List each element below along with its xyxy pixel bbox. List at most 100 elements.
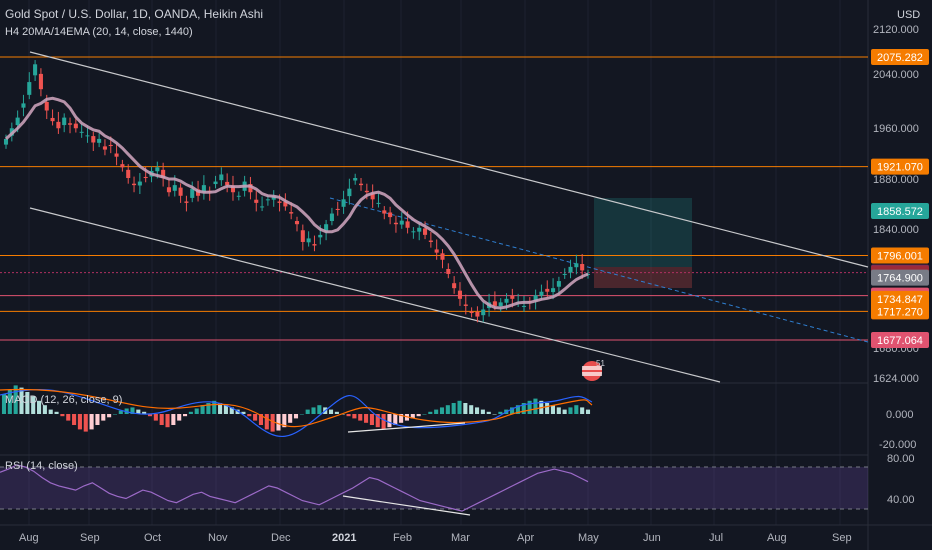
symbol-title[interactable]: Gold Spot / U.S. Dollar, 1D, OANDA, Heik…	[5, 7, 263, 21]
macd-bar	[510, 407, 515, 414]
macd-tick-0: 0.000	[886, 409, 914, 421]
candle-body	[475, 311, 480, 317]
candle-body	[230, 185, 236, 193]
macd-bar	[42, 405, 47, 414]
macd-bar	[463, 403, 468, 414]
macd-bar	[498, 411, 503, 414]
channel-lower-trendline[interactable]	[29, 207, 721, 383]
candle-body	[300, 230, 305, 242]
macd-bar	[352, 414, 357, 419]
long-position-loss-zone[interactable]	[594, 267, 692, 288]
candle-body	[417, 227, 422, 232]
candle-body	[434, 249, 439, 253]
candle-body	[551, 288, 556, 293]
candle-body	[236, 195, 241, 197]
time-tick: Sep	[80, 532, 100, 544]
candle-body	[102, 146, 107, 150]
time-axis[interactable]: Aug Sep Oct Nov Dec 2021 Feb Mar Apr May…	[19, 532, 852, 544]
macd-bar	[574, 405, 579, 414]
macd-bar	[83, 414, 88, 432]
candle-body	[33, 64, 38, 76]
price-tick-1624: 1624.000	[873, 373, 919, 385]
macd-bar	[118, 410, 123, 414]
candle-body	[306, 238, 311, 243]
macd-divergence-line[interactable]	[347, 422, 466, 433]
macd-bar	[480, 409, 485, 414]
candle-body	[15, 117, 20, 126]
macd-bar	[101, 414, 106, 421]
macd-bar	[568, 407, 573, 414]
macd-bar	[282, 414, 287, 428]
long-position-profit-zone[interactable]	[594, 198, 692, 267]
rsi-line	[0, 464, 589, 512]
price-tick-2040: 2040.000	[873, 69, 919, 81]
horizontal-levels[interactable]	[0, 56, 868, 341]
price-label: 1796.001	[877, 250, 923, 262]
macd-tick-neg20: -20.000	[879, 439, 916, 451]
price-label: 1734.847	[877, 294, 923, 306]
indicator-title[interactable]: H4 20MA/14EMA (20, 14, close, 1440)	[5, 26, 193, 38]
price-label: 1764.900	[877, 273, 923, 285]
time-tick: Mar	[451, 532, 470, 544]
time-tick: 2021	[332, 532, 356, 544]
macd-bar	[1, 394, 7, 414]
rsi-title[interactable]: RSI (14, close)	[5, 460, 78, 472]
channel-upper-trendline[interactable]	[29, 51, 869, 268]
macd-bar	[77, 414, 82, 430]
price-label: 1921.070	[877, 162, 923, 174]
candle-body	[399, 220, 404, 225]
time-tick: Oct	[144, 532, 161, 544]
macd-bar	[206, 403, 211, 414]
candle-body	[190, 188, 195, 198]
macd-bar	[550, 405, 556, 414]
candle-body	[91, 136, 96, 143]
time-tick: Feb	[393, 532, 412, 544]
macd-bar	[212, 400, 217, 414]
candle-body	[137, 181, 142, 186]
macd-bar	[416, 414, 421, 417]
price-label-box	[871, 158, 929, 175]
candle-body	[521, 305, 527, 307]
candle-body	[405, 221, 410, 228]
macd-bar	[247, 414, 252, 417]
candle-body	[56, 121, 61, 129]
time-tick: Apr	[517, 532, 534, 544]
candle-body	[452, 283, 457, 289]
candle-body	[155, 167, 160, 172]
macd-bar	[223, 405, 228, 414]
candle-body	[504, 298, 509, 303]
events-badge[interactable]: 51	[582, 359, 605, 381]
candle-body	[166, 187, 171, 193]
candle-body	[539, 291, 544, 296]
price-label: 1858.572	[877, 206, 923, 218]
candle-body	[574, 263, 579, 268]
candle-body	[3, 138, 9, 145]
rsi-divergence-line[interactable]	[342, 495, 471, 516]
macd-bar	[585, 409, 591, 414]
macd-bar	[218, 403, 223, 414]
candle-body	[62, 117, 67, 126]
candle-body	[428, 240, 433, 242]
candle-body	[446, 268, 451, 274]
candle-body	[126, 169, 131, 179]
candle-body	[318, 234, 323, 238]
candle-body	[580, 264, 585, 271]
macd-bar	[253, 414, 258, 421]
candle-body	[27, 82, 32, 95]
candle-body	[492, 301, 497, 306]
macd-bar	[235, 409, 240, 414]
candle-body	[213, 181, 218, 185]
macd-title[interactable]: MACD (12, 26, close, 9)	[5, 394, 122, 406]
time-tick: Dec	[271, 532, 291, 544]
candle-body	[38, 73, 43, 90]
moving-average-line	[4, 96, 589, 310]
price-labels[interactable]: 2075.2821921.0701858.5721796.0011771.945…	[871, 49, 929, 348]
candle-body	[370, 192, 375, 200]
candle-body	[347, 188, 352, 197]
price-tick-1960: 1960.000	[873, 123, 919, 135]
macd-bar	[200, 405, 205, 414]
candle-body	[114, 153, 119, 157]
time-tick: Nov	[208, 532, 228, 544]
candle-body	[277, 201, 282, 203]
